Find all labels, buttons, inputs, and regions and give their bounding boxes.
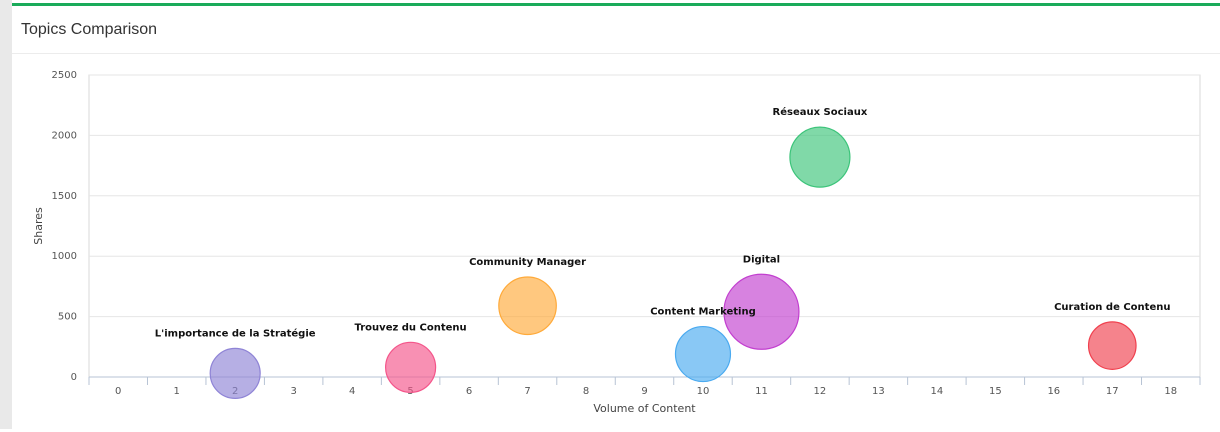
x-tick-label: 14 [931, 386, 944, 397]
x-tick-label: 12 [814, 386, 827, 397]
label-layer: L'importance de la Stratégie Trouvez du C… [155, 106, 1171, 339]
y-tick-label: 0 [71, 372, 77, 383]
bubble-point[interactable] [1087, 321, 1137, 370]
bubble-point[interactable] [385, 341, 437, 393]
x-tick-label: 15 [989, 386, 1002, 397]
bubble-label: L'importance de la Stratégie [155, 327, 316, 339]
x-tick-label: 9 [641, 386, 647, 397]
x-tick-label: 1 [174, 386, 180, 397]
bubble-point[interactable] [723, 273, 800, 350]
x-tick-label: 13 [872, 386, 885, 397]
bubble-layer [209, 126, 1137, 399]
y-tick-label: 2500 [52, 70, 77, 81]
bubble-label: Content Marketing [650, 307, 756, 318]
x-tick-label: 3 [290, 386, 296, 397]
axis-layer: 0500100015002000250001234567891011121314… [52, 70, 1201, 397]
topics-comparison-panel: Topics Comparison 0 500 1000 1500 2000 2500 0 1… [12, 3, 1220, 432]
bubble-point[interactable] [209, 347, 261, 399]
x-tick-label: 8 [583, 386, 589, 397]
x-axis-title: Volume of Content [593, 402, 696, 415]
x-tick-label: 17 [1106, 386, 1119, 397]
bubble-point[interactable] [789, 126, 851, 188]
bubble-label: Digital [743, 254, 780, 265]
bubble-label: Curation de Contenu [1054, 302, 1170, 313]
panel-title: Topics Comparison [21, 20, 158, 38]
left-sidebar-strip [0, 0, 12, 429]
panel-header: Topics Comparison [12, 6, 1220, 54]
x-tick-label: 11 [755, 386, 768, 397]
y-tick-label: 500 [58, 312, 77, 323]
x-tick-label: 6 [466, 386, 472, 397]
y-tick-label: 1500 [52, 191, 77, 202]
x-tick-label: 7 [524, 386, 530, 397]
bubble-point[interactable] [498, 276, 557, 336]
bubble-point[interactable] [674, 325, 732, 383]
bubble-label: Trouvez du Contenu [355, 322, 467, 333]
x-tick-label: 10 [697, 386, 710, 397]
x-tick-label: 16 [1047, 386, 1060, 397]
x-tick-label: 0 [115, 386, 121, 397]
x-tick-label: 18 [1164, 386, 1177, 397]
y-tick-label: 2000 [52, 130, 77, 141]
y-axis-title: Shares [32, 207, 45, 245]
x-tick-label: 4 [349, 386, 355, 397]
bubble-label: Réseaux Sociaux [773, 106, 868, 118]
bubble-chart: 0500100015002000250001234567891011121314… [32, 70, 1201, 415]
bubble-label: Community Manager [469, 257, 586, 268]
y-tick-label: 1000 [52, 251, 77, 262]
